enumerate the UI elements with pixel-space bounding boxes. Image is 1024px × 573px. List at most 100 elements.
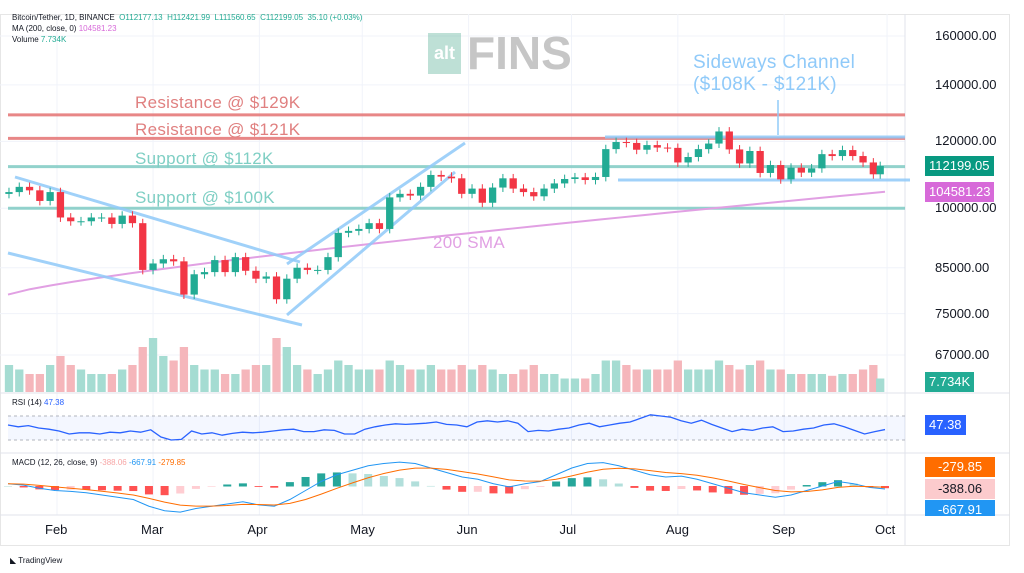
macd-histogram-bar: [787, 486, 796, 490]
volume-bar: [210, 369, 219, 392]
macd-histogram-bar: [552, 481, 561, 487]
candle-body: [303, 267, 312, 270]
macd-signal-value: -279.85: [158, 458, 186, 467]
candle-body: [128, 215, 137, 224]
candle-body: [190, 274, 198, 295]
volume-bar: [457, 365, 466, 392]
high-value: H112421.99: [167, 13, 211, 22]
macd-histogram-bar: [646, 486, 655, 491]
ma-price-tag: 104581.23: [925, 182, 995, 202]
candle-body: [324, 257, 332, 270]
macd-histogram-bar: [442, 486, 451, 490]
volume-bar: [56, 356, 65, 392]
macd-histogram-bar: [849, 483, 858, 487]
volume-bar: [97, 374, 106, 392]
volume-bar: [190, 365, 199, 392]
candle-body: [15, 186, 23, 193]
volume-bar: [478, 365, 487, 392]
volume-bar: [622, 365, 631, 392]
volume-bar: [858, 369, 868, 392]
candle-body: [159, 259, 167, 264]
volume-bar: [395, 365, 405, 392]
volume-bar: [262, 365, 271, 392]
volume-bar: [159, 356, 168, 392]
month-label: May: [350, 522, 375, 537]
volume-bar: [15, 369, 24, 392]
candle-body: [849, 150, 857, 157]
volume-bar: [385, 360, 394, 392]
candle-body: [560, 178, 569, 184]
macd-histogram-bar: [614, 483, 623, 487]
macd-histogram-bar: [426, 485, 435, 487]
macd-legend: MACD (12, 26, close, 9) -388.06 -667.91 …: [12, 458, 186, 467]
macd-histogram-bar: [238, 483, 247, 487]
volume-bar: [766, 369, 775, 392]
candle-body: [622, 142, 631, 144]
candle-body: [653, 145, 661, 148]
month-label: Mar: [141, 522, 164, 537]
macd-histogram-bar: [802, 485, 811, 487]
candle-body: [447, 176, 456, 179]
candle-body: [211, 260, 219, 273]
open-value: O112177.13: [119, 13, 163, 22]
candle-body: [262, 276, 270, 279]
macd-histogram-bar: [599, 479, 608, 487]
trend-line: [14, 175, 301, 264]
close-value: C112199.05: [260, 13, 304, 22]
volume-bar: [241, 369, 250, 392]
candle-body: [149, 263, 157, 270]
volume-bar: [498, 374, 508, 392]
volume-bar: [632, 369, 641, 392]
month-label: Feb: [45, 522, 68, 537]
candle-body: [169, 259, 178, 262]
volume-bar: [807, 374, 816, 392]
macd-histogram-bar: [536, 486, 545, 487]
volume-bar: [220, 374, 230, 392]
channel-label: Sideways Channel: [693, 52, 856, 73]
volume-bar: [848, 374, 857, 392]
watermark-fins: FINS: [467, 27, 572, 79]
macd-line-value: -667.91: [128, 458, 157, 467]
candle-body: [386, 197, 394, 229]
volume-bar: [251, 365, 261, 392]
candle-body: [396, 193, 404, 198]
candle-body: [499, 178, 507, 188]
symbol-label: Bitcoin/Tether, 1D, BINANCE: [12, 13, 115, 22]
macd-histogram-bar: [160, 486, 169, 496]
candle-body: [756, 150, 764, 173]
macd-histogram-bar: [724, 486, 733, 494]
candle-body: [375, 223, 384, 229]
volume-bar: [406, 369, 415, 392]
macd-histogram-bar: [191, 486, 200, 489]
macd-line-tag: -667.91: [925, 500, 995, 516]
volume-bar: [25, 374, 34, 392]
trend-line: [286, 170, 456, 317]
price-tick-label: 85000.00: [935, 259, 990, 275]
candle-body: [530, 192, 538, 197]
candle-body: [684, 157, 692, 163]
volume-bar: [169, 360, 178, 392]
volume-bar: [118, 369, 127, 392]
volume-bar: [601, 360, 610, 392]
candle-body: [478, 188, 486, 203]
price-tick-label: 160000.00: [935, 28, 997, 43]
candle-body: [807, 168, 816, 173]
macd-histogram-bar: [144, 486, 153, 495]
candle-body: [406, 193, 414, 196]
candle-body: [283, 278, 291, 300]
macd-histogram-bar: [317, 473, 326, 487]
volume-bar: [364, 369, 374, 392]
macd-histogram-bar: [661, 486, 670, 491]
macd-histogram-bar: [708, 486, 717, 493]
macd-histogram-bar: [411, 481, 420, 487]
volume-bar: [529, 365, 538, 392]
trend-line: [286, 141, 466, 266]
candle-body: [87, 217, 95, 222]
volume-bar: [714, 360, 724, 392]
volume-bar: [292, 365, 302, 392]
candle-body: [643, 145, 651, 150]
volume-bar: [519, 369, 528, 392]
rsi-line: [7, 414, 886, 441]
volume-bar: [179, 347, 189, 392]
